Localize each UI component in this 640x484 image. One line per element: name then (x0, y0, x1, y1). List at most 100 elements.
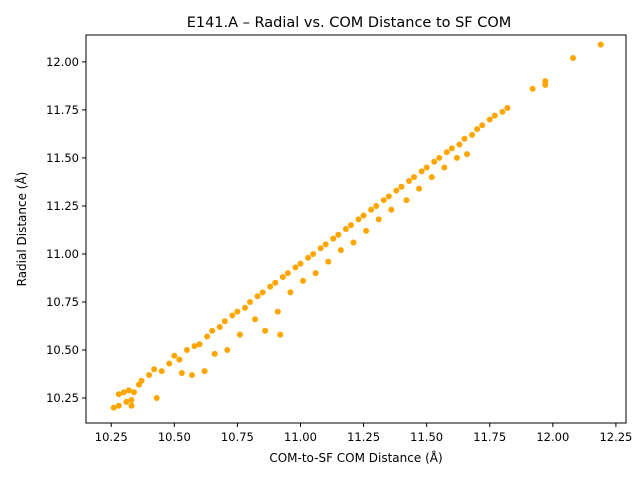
data-point (335, 231, 342, 238)
data-point (504, 104, 511, 111)
data-point (393, 187, 400, 194)
y-tick-label: 11.75 (46, 103, 79, 117)
y-tick-label: 10.25 (46, 391, 79, 405)
data-point (360, 212, 367, 219)
data-point (342, 226, 349, 232)
data-point (259, 289, 266, 296)
x-tick-label: 12.00 (536, 430, 569, 444)
data-point (461, 135, 468, 142)
data-point (416, 185, 423, 192)
data-point (448, 145, 455, 152)
data-point (373, 202, 380, 209)
data-point (153, 395, 160, 402)
y-tick-label: 11.00 (46, 247, 79, 261)
data-point (300, 277, 307, 284)
data-point (120, 389, 127, 396)
data-point (388, 206, 395, 213)
data-point (375, 216, 382, 223)
data-point (247, 298, 254, 305)
x-tick-label: 11.75 (473, 430, 506, 444)
x-axis-label: COM-to-SF COM Distance (Å) (269, 450, 442, 465)
data-point (411, 174, 418, 181)
data-point (183, 347, 190, 354)
data-point (216, 323, 223, 330)
data-point (252, 316, 259, 323)
data-point (229, 312, 236, 319)
x-tick-label: 11.25 (347, 430, 380, 444)
data-point (385, 193, 392, 200)
data-point (405, 177, 412, 184)
data-point (166, 360, 173, 367)
data-point (350, 239, 357, 246)
data-point (499, 108, 506, 115)
data-point (464, 151, 471, 158)
data-point (305, 254, 312, 261)
data-point (128, 402, 135, 409)
data-point (491, 112, 498, 119)
data-point (312, 270, 319, 277)
data-point (423, 164, 430, 171)
x-tick-label: 10.25 (95, 430, 128, 444)
data-point (234, 308, 241, 315)
data-point (317, 245, 324, 252)
data-point (277, 331, 284, 338)
data-point (330, 235, 337, 242)
data-point (267, 283, 274, 290)
data-point (453, 154, 460, 161)
data-point (297, 260, 304, 267)
data-point (110, 404, 117, 411)
data-point (597, 41, 604, 48)
data-point (138, 377, 145, 384)
x-tick-label: 10.75 (221, 430, 254, 444)
data-point (355, 216, 362, 223)
data-point (368, 206, 375, 213)
data-point (209, 327, 216, 334)
chart-title: E141.A – Radial vs. COM Distance to SF C… (187, 15, 512, 31)
data-point (279, 274, 286, 281)
data-point (115, 402, 122, 409)
data-point (287, 289, 294, 296)
data-point (363, 227, 370, 234)
data-point (254, 293, 261, 300)
data-point (130, 389, 137, 396)
data-point (191, 343, 198, 350)
data-point (125, 387, 132, 394)
data-point (431, 158, 438, 165)
data-point (171, 352, 178, 359)
data-point (158, 368, 165, 375)
data-point (178, 370, 185, 377)
y-tick-label: 11.50 (46, 151, 79, 165)
data-point (443, 149, 450, 156)
data-point (201, 368, 208, 375)
data-point (284, 270, 291, 277)
plot-frame (85, 34, 627, 424)
data-point (211, 350, 218, 357)
data-point (272, 279, 279, 286)
x-axis-ticks: 10.25 10.50 10.75 11.00 11.25 11.50 11.75 12.00… (95, 423, 632, 444)
data-point (436, 154, 443, 161)
x-tick-label: 11.00 (284, 430, 317, 444)
data-point (221, 318, 228, 325)
x-tick-label: 11.50 (410, 430, 443, 444)
data-points (110, 41, 604, 411)
data-point (456, 141, 463, 148)
data-point (151, 366, 158, 373)
data-point (224, 347, 231, 354)
data-point (486, 116, 493, 123)
data-point (310, 250, 317, 257)
y-tick-label: 10.75 (46, 295, 79, 309)
data-point (128, 396, 135, 403)
data-point (241, 304, 248, 311)
data-point (322, 241, 329, 248)
y-tick-label: 11.25 (46, 199, 79, 213)
data-point (325, 258, 332, 265)
data-point (337, 247, 344, 254)
data-point (176, 356, 183, 363)
data-point (204, 333, 211, 340)
data-point (479, 122, 486, 129)
data-point (347, 222, 354, 229)
data-point (570, 55, 577, 62)
data-point (292, 264, 299, 271)
